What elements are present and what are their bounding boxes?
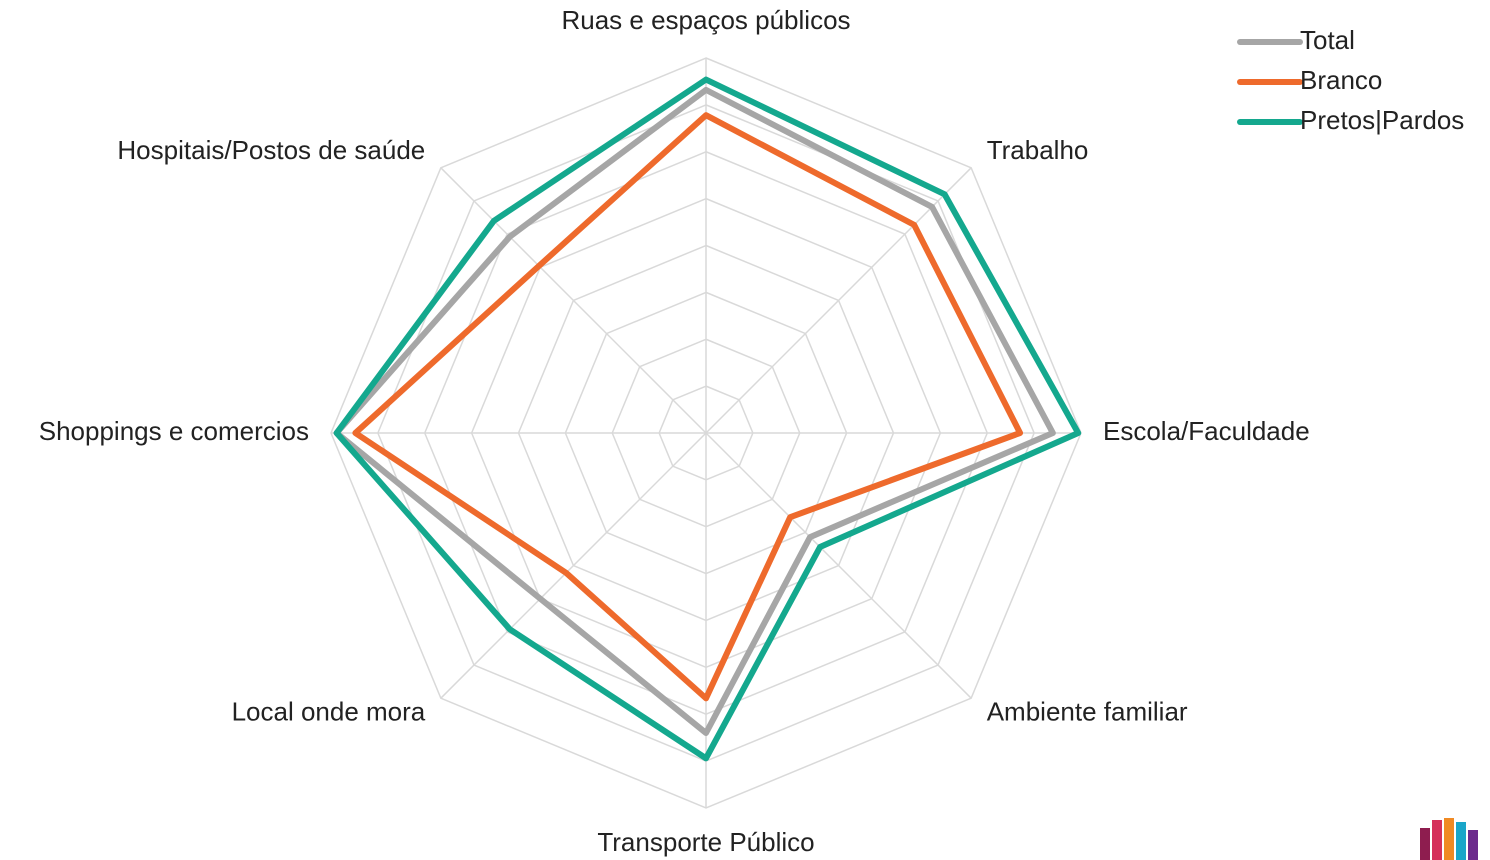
spoke xyxy=(440,432,707,699)
axis-label: Trabalho xyxy=(987,135,1089,165)
axis-label: Shoppings e comercios xyxy=(39,416,309,446)
legend-label: Total xyxy=(1300,25,1355,55)
axis-label: Transporte Público xyxy=(597,827,814,857)
spoke xyxy=(705,167,972,434)
axis-label: Local onde mora xyxy=(232,697,426,727)
legend-label: Pretos|Pardos xyxy=(1300,105,1464,135)
axis-label: Ambiente familiar xyxy=(987,697,1188,727)
logo xyxy=(1420,818,1478,860)
axis-label: Ruas e espaços públicos xyxy=(561,5,850,35)
series-line xyxy=(333,76,1082,762)
legend-label: Branco xyxy=(1300,65,1382,95)
axis-label: Hospitais/Postos de saúde xyxy=(117,135,425,165)
series-line xyxy=(333,86,1056,736)
spoke xyxy=(705,432,972,699)
series-line xyxy=(352,112,1024,702)
axis-label: Escola/Faculdade xyxy=(1103,416,1310,446)
spoke xyxy=(440,167,707,434)
